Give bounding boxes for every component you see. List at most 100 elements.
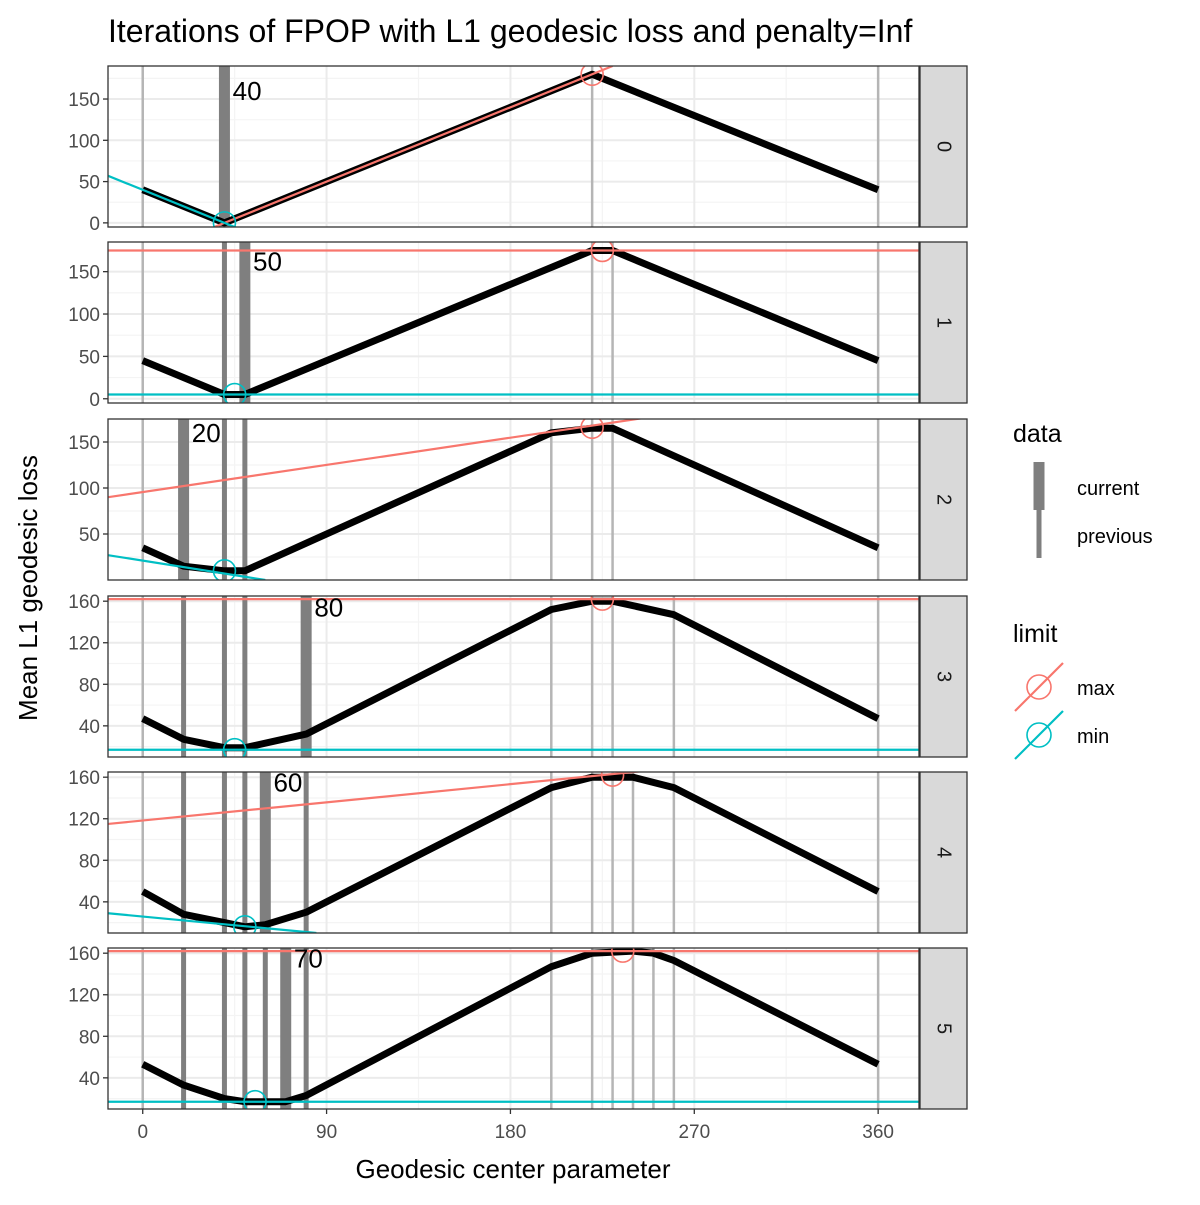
legend-label-min: min [1077, 726, 1109, 748]
panel-border [107, 771, 920, 934]
y-tick-label: 120 [68, 810, 100, 831]
panels-layer: 4005010015005005010015012050100150280408… [68, 65, 968, 1110]
facet-strip [919, 771, 968, 934]
facet-strip-label: 5 [933, 1023, 955, 1034]
min-limit-point [243, 1089, 267, 1109]
y-axis-label: Mean L1 geodesic loss [13, 455, 43, 721]
panel-border [107, 418, 920, 581]
x-tick-label: 360 [862, 1122, 894, 1143]
panel-background [108, 419, 919, 580]
facet-strip [919, 241, 968, 404]
current-data-label: 40 [233, 76, 262, 106]
min-limit-point [222, 382, 247, 403]
legend-label-current: current [1077, 478, 1140, 500]
y-tick-label: 120 [68, 986, 100, 1007]
max-limit-point [580, 66, 604, 87]
x-axis: 0 90 180 270 360 [137, 1109, 894, 1143]
legend-key-min-line [1014, 710, 1064, 760]
loss-curve [141, 597, 880, 752]
facet-strip [919, 65, 968, 228]
legend-title-limit: limit [1013, 620, 1057, 648]
min-limit-point [212, 559, 237, 580]
x-axis-label: Geodesic center parameter [355, 1154, 670, 1184]
min-limit-line [108, 174, 238, 227]
max-limit-point [600, 772, 625, 787]
panel-plot-area: 40 [108, 66, 919, 227]
y-tick-label: 150 [68, 433, 100, 454]
y-tick-label: 80 [79, 851, 100, 872]
facet-strip-label: 3 [933, 671, 955, 682]
y-tick-label: 50 [79, 173, 100, 194]
y-tick-label: 80 [79, 675, 100, 696]
panel-border [107, 595, 920, 758]
legend-key-max-point [1026, 674, 1052, 700]
y-tick-label: 150 [68, 90, 100, 111]
panel-5: 70 40 80 120 160 5 [68, 943, 968, 1110]
max-limit-point [580, 419, 604, 440]
loss-curve [141, 247, 880, 398]
max-limit-line [108, 772, 645, 826]
panel-0: 40 0 50 100 150 0 [68, 65, 968, 235]
y-tick-label: 100 [68, 479, 100, 500]
y-tick-label: 50 [79, 347, 100, 368]
x-tick-label: 90 [316, 1122, 337, 1143]
legend-label-previous: previous [1077, 526, 1153, 548]
min-limit-line [108, 554, 266, 580]
panel-background [108, 948, 919, 1109]
current-data-label: 20 [192, 418, 221, 448]
y-tick-label: 40 [79, 893, 100, 914]
legend-label-max: max [1077, 678, 1115, 700]
y-tick-label: 160 [68, 592, 100, 613]
y-tick-label: 100 [68, 305, 100, 326]
y-tick-label: 0 [89, 390, 100, 411]
panel-border [107, 65, 920, 228]
min-limit-point [212, 211, 237, 227]
panel-plot-area: 20 [108, 418, 919, 580]
facet-strip-label: 2 [933, 494, 955, 505]
panel-background [108, 66, 919, 227]
facet-strip-label: 4 [933, 847, 955, 858]
facet-strip [919, 947, 968, 1110]
y-tick-label: 80 [79, 1027, 100, 1048]
y-tick-label: 150 [68, 263, 100, 284]
panel-plot-area: 60 [108, 767, 919, 933]
min-limit-line [108, 912, 317, 933]
panel-background [108, 242, 919, 403]
current-data-label: 60 [273, 767, 302, 797]
loss-curve [140, 773, 880, 931]
panel-1: 50 0 50 100 150 1 [68, 241, 968, 411]
facet-strip-label: 1 [933, 317, 955, 328]
max-limit-point [590, 242, 615, 263]
current-data-label: 80 [314, 592, 343, 622]
y-tick-label: 160 [68, 768, 100, 789]
max-limit-line [108, 419, 645, 499]
loss-curve [141, 948, 880, 1106]
y-tick-label: 160 [68, 944, 100, 965]
current-data-label: 70 [294, 943, 323, 973]
legend-title-data: data [1013, 420, 1062, 448]
current-data-label: 50 [253, 246, 282, 276]
x-tick-label: 180 [495, 1122, 527, 1143]
y-tick-label: 50 [79, 525, 100, 546]
panel-plot-area: 50 [108, 242, 919, 403]
y-tick-label: 100 [68, 131, 100, 152]
y-tick-label: 40 [79, 1069, 100, 1090]
max-limit-point [610, 948, 635, 963]
y-tick-label: 120 [68, 634, 100, 655]
facet-strip-label: 0 [933, 141, 955, 152]
facet-strip [919, 595, 968, 758]
max-limit-point [590, 596, 615, 611]
min-limit-point [233, 914, 257, 933]
y-tick-label: 40 [79, 717, 100, 738]
y-tick-label: 0 [89, 214, 100, 235]
facet-strip [919, 418, 968, 581]
x-tick-label: 0 [137, 1122, 148, 1143]
panel-border [107, 241, 920, 404]
panel-2: 20 50 100 150 2 [68, 418, 968, 581]
panel-4: 60 40 80 120 160 4 [68, 767, 968, 934]
legend-key-min-point [1026, 722, 1052, 748]
loss-curve [141, 424, 880, 575]
x-tick-label: 270 [678, 1122, 710, 1143]
